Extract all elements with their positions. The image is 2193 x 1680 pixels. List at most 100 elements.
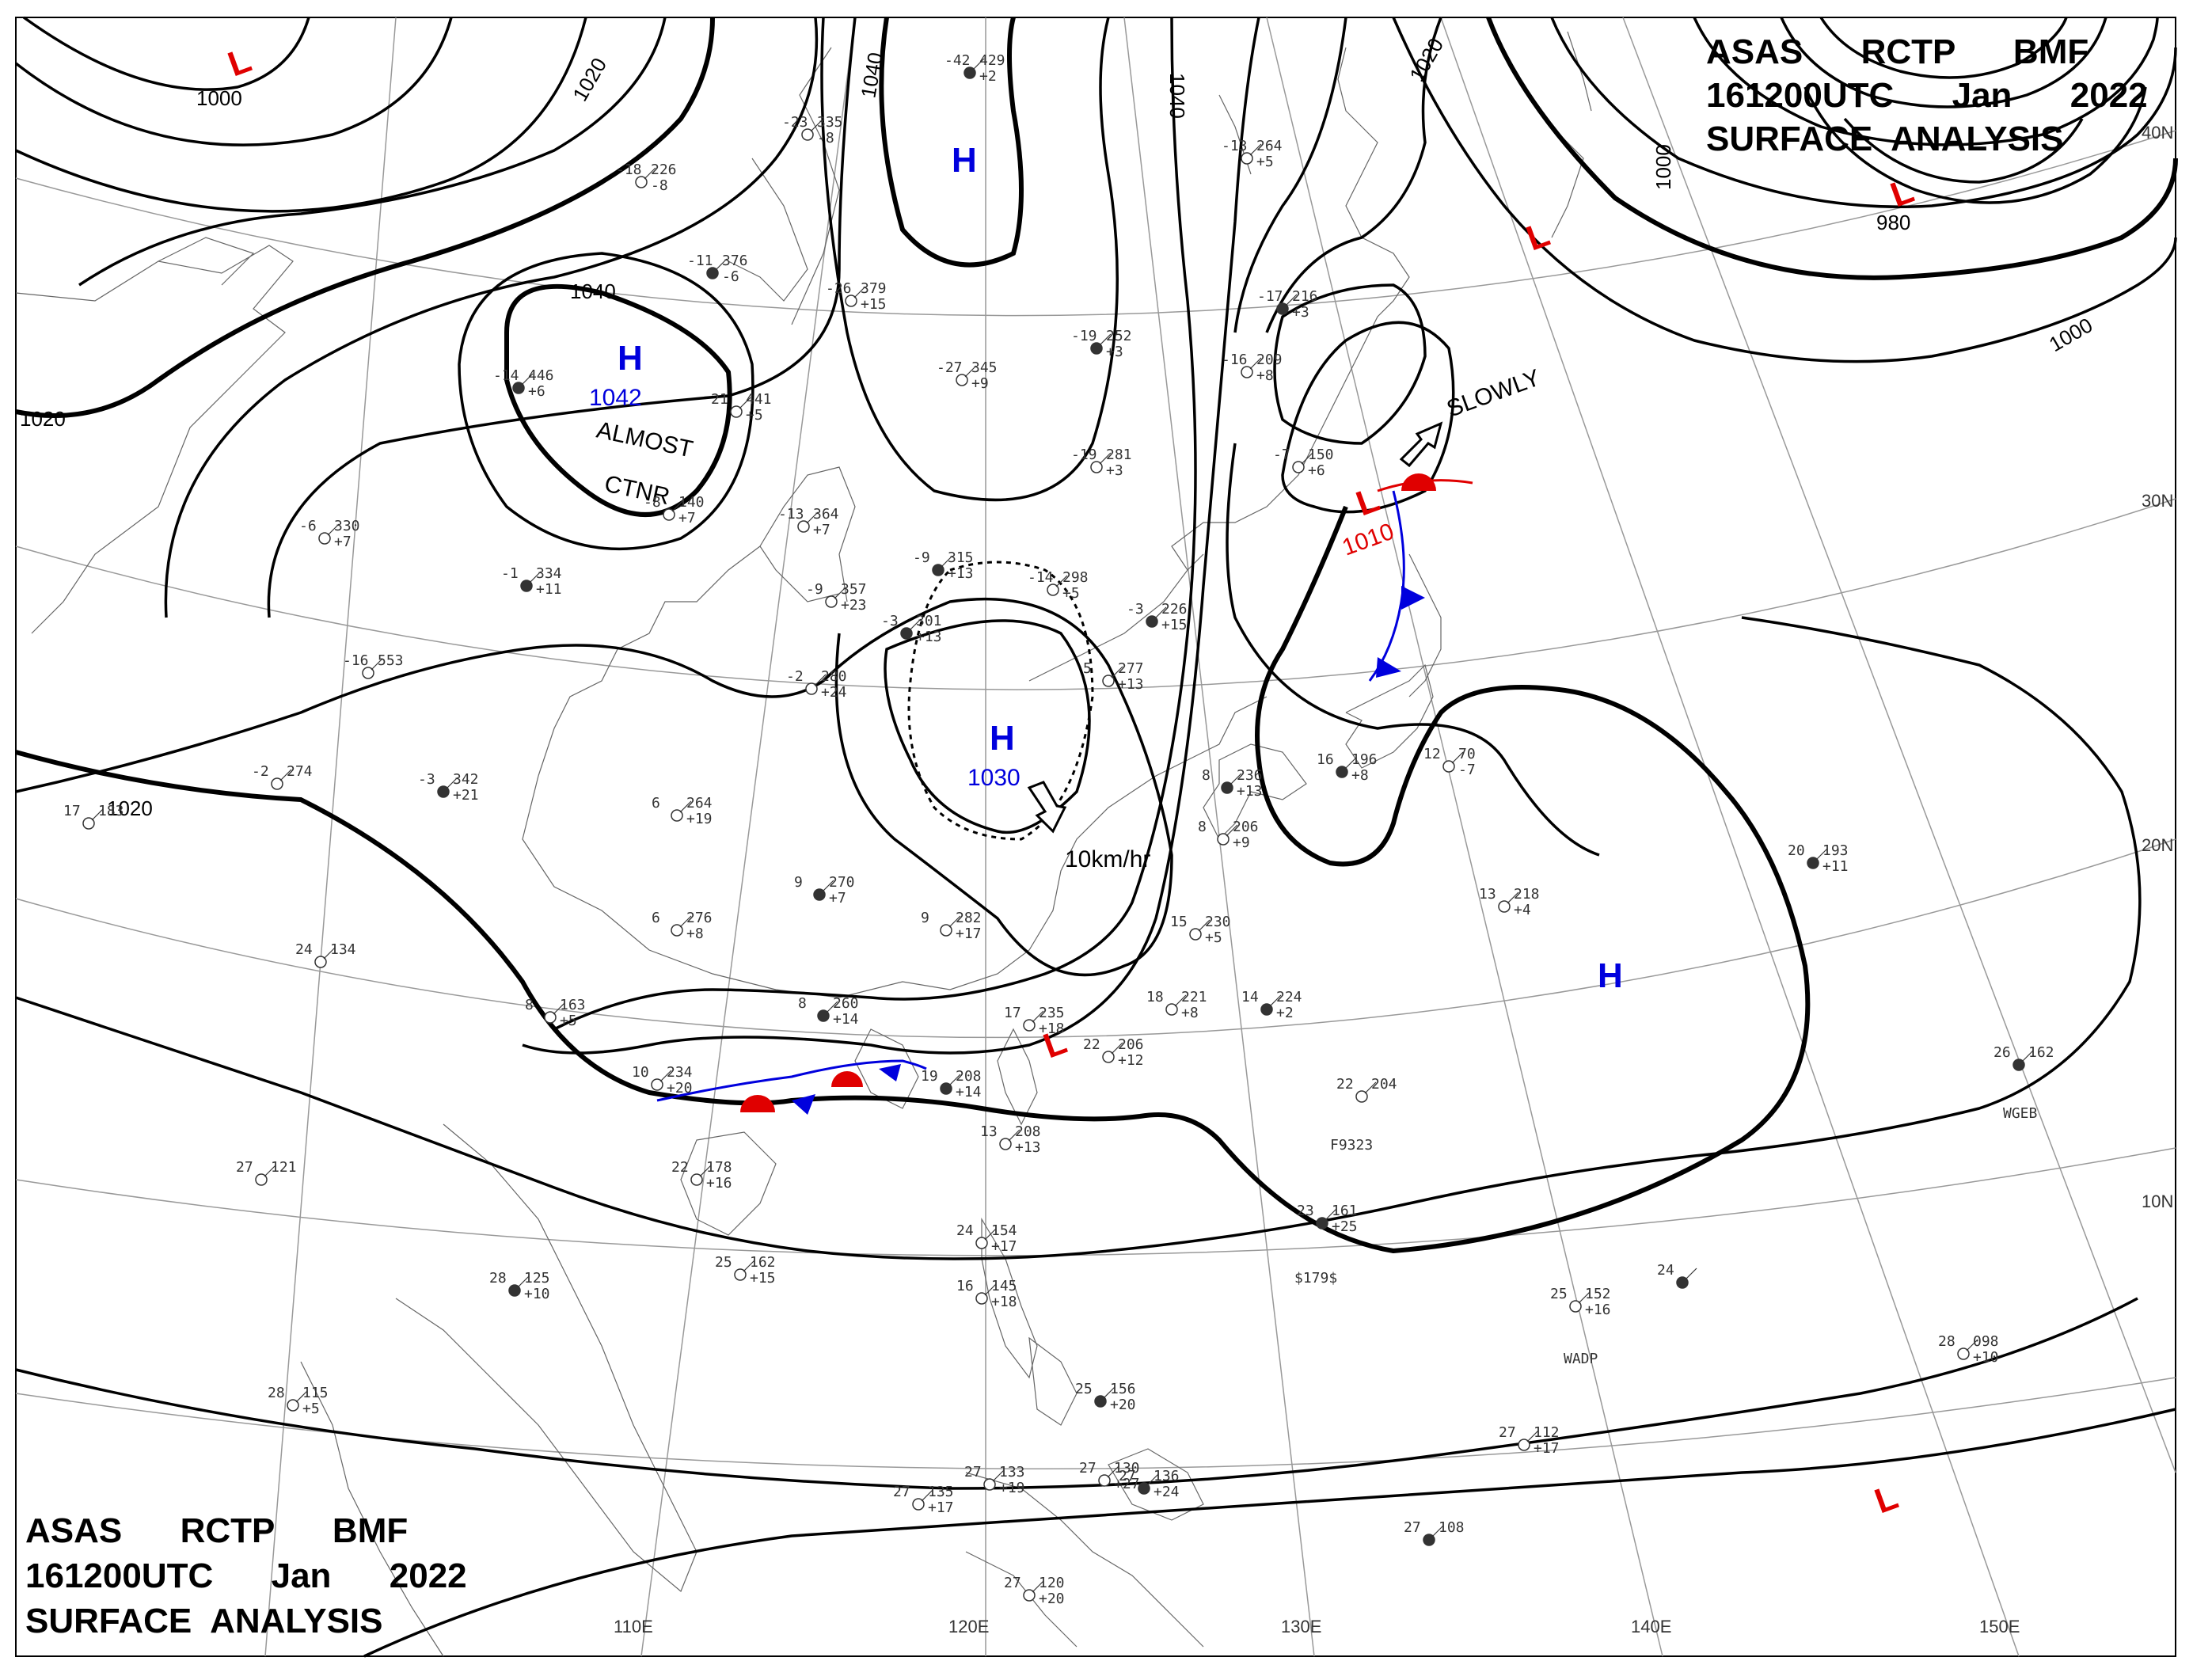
wind-barb-icon	[1249, 143, 1262, 156]
station-tendency: +20	[1110, 1397, 1136, 1413]
station-marker-icon	[900, 627, 913, 640]
station-temperature: 25	[715, 1254, 732, 1271]
wind-barb-icon	[909, 618, 922, 631]
station-pressure: 446	[528, 367, 554, 384]
station-plot: 22 206+12	[1083, 1036, 1144, 1069]
station-temperature: -14	[493, 367, 519, 384]
station-pressure: 134	[330, 941, 356, 958]
ship-id: WADP	[1564, 1351, 1598, 1367]
station-pressure: 335	[817, 114, 843, 131]
station-temperature: 6	[652, 795, 660, 811]
station-temperature: 27	[1119, 1468, 1136, 1484]
lon-label-110e: 110E	[614, 1617, 653, 1636]
station-tendency: +15	[1161, 617, 1188, 633]
station-plot: -9 357+23	[806, 581, 867, 614]
station-marker-icon	[1569, 1300, 1582, 1313]
station-plot: 22 178+16	[671, 1159, 732, 1192]
station-plot: 25 152+16	[1550, 1286, 1611, 1318]
station-temperature: 27	[1499, 1424, 1516, 1441]
station-tendency: +11	[536, 581, 562, 598]
station-temperature: 27	[893, 1484, 910, 1500]
station-tendency: +2	[1276, 1005, 1294, 1021]
station-pressure: 136	[1154, 1468, 1180, 1484]
station-temperature: 9	[794, 874, 803, 891]
station-temperature: -3	[1127, 601, 1144, 618]
station-marker-icon	[825, 595, 838, 608]
wind-barb-icon	[814, 674, 827, 686]
low-pressure-value: 1010	[1339, 519, 1397, 561]
station-marker-icon	[1292, 461, 1305, 473]
station-temperature: 6	[652, 910, 660, 926]
station-plot: 20 193+11	[1788, 842, 1849, 875]
isobar-label: 1000	[1651, 144, 1675, 190]
station-marker-icon	[1189, 928, 1202, 941]
station-marker-icon	[932, 564, 944, 576]
station-tendency: +25	[1332, 1218, 1358, 1235]
wind-barb-icon	[1685, 1268, 1697, 1280]
wind-barb-icon	[446, 777, 458, 789]
high-pressure-center: H	[1598, 956, 1623, 995]
station-pressure: 379	[861, 280, 887, 297]
speed-label: 10km/hr	[1065, 846, 1150, 872]
station-marker-icon	[314, 956, 327, 968]
station-tendency: -8	[817, 130, 834, 146]
station-pressure: 150	[1308, 447, 1334, 463]
station-temperature: 8	[1202, 767, 1211, 784]
wind-barb-icon	[964, 365, 977, 378]
station-plot: -17 216+3	[1257, 288, 1318, 321]
station-pressure: 264	[686, 795, 713, 811]
station-marker-icon	[287, 1399, 299, 1412]
wind-barb-icon	[1815, 848, 1828, 861]
station-temperature: 22	[1083, 1036, 1100, 1053]
station-plot: 27 108	[1404, 1519, 1465, 1546]
station-pressure: 115	[302, 1385, 329, 1401]
station-tendency: +13	[916, 629, 942, 645]
station-temperature: 20	[1788, 842, 1805, 859]
cold-front-symbol	[1401, 586, 1425, 610]
wind-barb-icon	[1107, 1465, 1119, 1478]
station-pressure: 162	[750, 1254, 776, 1271]
station-tendency: +5	[560, 1013, 577, 1029]
wind-barb-icon	[1966, 1339, 1978, 1351]
station-pressure: 280	[821, 668, 847, 685]
station-temperature: 9	[921, 910, 929, 926]
station-tendency: +13	[948, 565, 974, 582]
station-temperature: 25	[1550, 1286, 1568, 1302]
station-marker-icon	[956, 374, 968, 386]
station-plot: 13 208+13	[980, 1123, 1041, 1156]
high-pressure-center: H	[990, 719, 1015, 758]
station-plot: 8 163+5	[525, 997, 586, 1029]
station-plot: 27 121	[236, 1159, 297, 1186]
station-temperature: 26	[1993, 1044, 2011, 1061]
station-marker-icon	[520, 580, 533, 592]
station-tendency: +13	[1015, 1139, 1041, 1156]
station-pressure: 553	[378, 652, 404, 669]
station-plot: 16 196+8	[1317, 751, 1378, 784]
wind-barb-icon	[1325, 1208, 1337, 1221]
station-pressure: 235	[1039, 1005, 1065, 1021]
wind-barb-icon	[948, 915, 961, 928]
lon-label-140e: 140E	[1631, 1617, 1671, 1636]
station-marker-icon	[963, 67, 976, 79]
station-marker-icon	[1146, 615, 1158, 628]
station-marker-icon	[512, 382, 525, 394]
wind-barb-icon	[826, 1001, 838, 1013]
station-marker-icon	[1102, 675, 1115, 687]
wind-barb-icon	[1285, 294, 1298, 306]
lon-label-130e: 130E	[1281, 1617, 1321, 1636]
station-temperature: 8	[798, 995, 807, 1012]
station-pressure: 135	[928, 1484, 954, 1500]
station-plot: -27 345+9	[937, 359, 998, 392]
station-pressure: 226	[651, 162, 677, 178]
station-tendency: +8	[1256, 367, 1274, 384]
wind-barb-icon	[699, 1165, 712, 1177]
station-tendency: +5	[1062, 585, 1080, 602]
almost-label: ALMOST	[595, 417, 696, 463]
station-temperature: -26	[826, 280, 852, 297]
station-marker-icon	[1217, 833, 1230, 846]
wind-barb-icon	[671, 500, 684, 512]
station-tendency: +3	[1106, 462, 1123, 479]
station-temperature: -42	[944, 52, 971, 69]
coastlines	[15, 31, 1592, 1657]
station-temperature: -2	[786, 668, 804, 685]
